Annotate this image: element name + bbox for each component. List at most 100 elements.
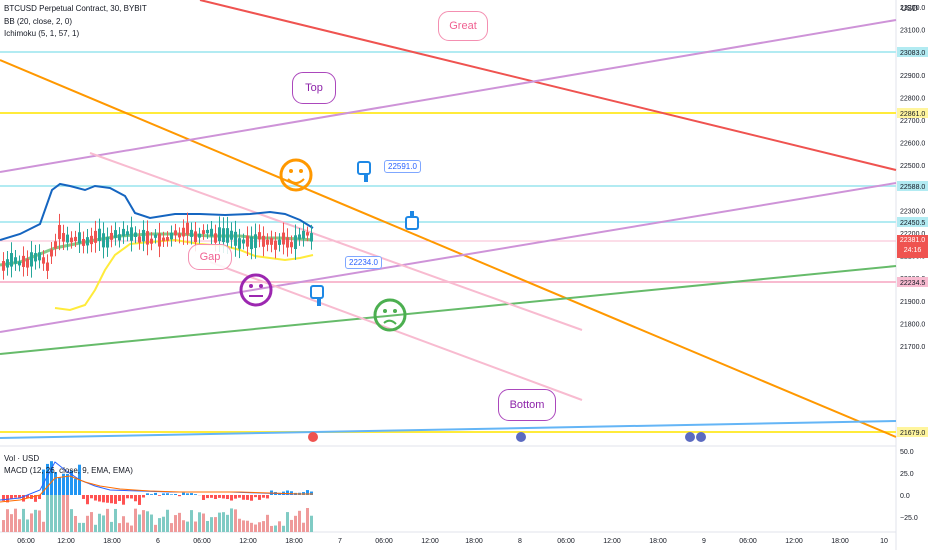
blue-trend-line[interactable] [0, 420, 897, 439]
macd-hist-bar [214, 495, 217, 500]
great-bubble[interactable]: Great [438, 11, 488, 41]
green-trend-line[interactable] [0, 265, 897, 355]
macd-hist-bar [262, 495, 265, 498]
time-tick-label: 18:00 [465, 538, 483, 545]
volume-bar [258, 522, 261, 532]
candle-body [94, 230, 97, 243]
price-callout[interactable]: 22234.0 [345, 256, 382, 269]
volume-bar [166, 509, 169, 532]
us-flag-icon[interactable] [696, 432, 706, 442]
ichimoku-legend[interactable]: Ichimoku (5, 1, 57, 1) [4, 29, 80, 38]
macd-hist-bar [146, 493, 149, 495]
macd-hist-bar [74, 478, 77, 495]
macd-hist-bar [114, 495, 117, 504]
macd-hist-bar [26, 495, 29, 499]
thumbs-up-icon[interactable] [405, 211, 419, 230]
candle-body [258, 232, 261, 240]
candle-body [274, 240, 277, 250]
smile-face-icon[interactable] [279, 158, 313, 192]
candle-body [174, 230, 177, 236]
volume-bar [254, 524, 257, 532]
purple-trend-line-upper[interactable] [0, 19, 897, 173]
macd-hist-bar [190, 493, 193, 495]
volume-bar [90, 512, 93, 532]
macd-hist-bar [286, 490, 289, 495]
candle-body [114, 230, 117, 238]
bottom-bubble[interactable]: Bottom [498, 389, 556, 421]
volume-bar [146, 511, 149, 532]
volume-bar [274, 525, 277, 532]
purple-trend-line-lower[interactable] [0, 182, 897, 333]
top-bubble[interactable]: Top [292, 72, 336, 104]
candle-body [90, 235, 93, 245]
level-label-text: 21679.0 [900, 430, 925, 437]
volume-bar [186, 521, 189, 532]
pink-channel-lower[interactable] [209, 261, 583, 401]
macd-hist-bar [22, 495, 25, 502]
candle-body [42, 257, 45, 264]
neutral-face-icon[interactable] [239, 273, 273, 307]
volume-legend[interactable]: Vol · USD [4, 454, 40, 463]
candle-body [230, 230, 233, 240]
event-flag-icon[interactable] [308, 432, 318, 442]
candle-body [134, 232, 137, 237]
macd-legend[interactable]: MACD (12, 26, close, 9, EMA, EMA) [4, 466, 133, 475]
thumbs-down-icon[interactable] [357, 161, 371, 182]
volume-bar [82, 522, 85, 532]
us-flag-icon[interactable] [685, 432, 695, 442]
volume-bar [10, 514, 13, 532]
bb-legend[interactable]: BB (20, close, 2, 0) [4, 17, 73, 26]
candle-body [298, 234, 301, 240]
pink-channel-upper[interactable] [89, 152, 583, 331]
volume-bar [138, 514, 141, 532]
bb-lower-band [54, 238, 314, 312]
candle-body [102, 233, 105, 248]
macd-hist-bar [234, 495, 237, 499]
candle-body [122, 228, 125, 237]
volume-bar [26, 519, 29, 532]
candle-body [74, 236, 77, 242]
macd-hist-bar [130, 495, 133, 499]
price-callout[interactable]: 22591.0 [384, 160, 421, 173]
volume-bar [70, 509, 73, 532]
volume-bar [94, 524, 97, 532]
red-trend-line[interactable] [199, 0, 897, 171]
price-tick-label: 22200.0 [900, 231, 925, 238]
confused-face-icon[interactable] [373, 298, 407, 332]
volume-bar [242, 520, 245, 532]
volume-bar [58, 494, 61, 532]
candle-body [118, 234, 121, 241]
symbol-legend[interactable]: BTCUSD Perpetual Contract, 30, BYBIT [4, 4, 147, 13]
volume-bar [30, 513, 33, 532]
us-flag-icon[interactable] [516, 432, 526, 442]
macd-hist-bar [110, 495, 113, 504]
candle-body [86, 237, 89, 246]
volume-bar [106, 508, 109, 532]
time-axis[interactable]: 06:00 12:00 18:00 6 06:00 12:00 18:00 7 06:00 12:… [17, 538, 888, 545]
candle-body [82, 238, 85, 246]
macd-hist-bar [90, 495, 93, 499]
macd-hist-bar [206, 495, 209, 499]
candle-body [194, 231, 197, 243]
orange-trend-line[interactable] [0, 59, 897, 438]
macd-hist-bar [34, 495, 37, 502]
time-tick-label: 9 [702, 538, 706, 545]
thumbs-down-icon[interactable] [310, 285, 324, 306]
volume-bar [14, 508, 17, 532]
volume-bar [98, 513, 101, 532]
macd-hist-bar [154, 492, 157, 495]
candle-body [78, 232, 81, 244]
candle-body [250, 236, 253, 250]
volume-bar [306, 508, 309, 532]
volume-bar [246, 520, 249, 532]
bb-basis [0, 232, 314, 267]
candle-body [282, 232, 285, 245]
volume-bar [110, 521, 113, 532]
volume-bar [282, 525, 285, 532]
volume-bar [114, 508, 117, 532]
macd-hist-bar [162, 493, 165, 495]
price-tick-label: 21800.0 [900, 321, 925, 328]
gap-bubble[interactable]: Gap [188, 244, 232, 270]
oscillator-axis[interactable]: 50.0 25.0 0.0 −25.0 [900, 449, 918, 522]
